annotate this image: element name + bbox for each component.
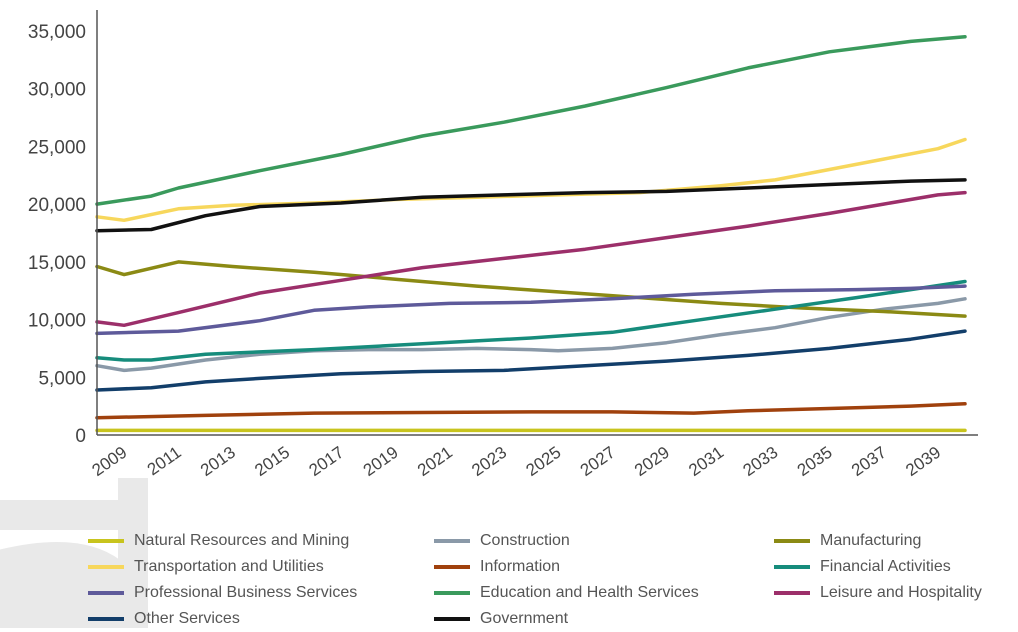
legend-swatch <box>434 617 470 621</box>
y-tick-label: 15,000 <box>28 253 86 274</box>
y-tick-label: 30,000 <box>28 80 86 101</box>
series-line-construction <box>95 297 967 373</box>
legend-label: Other Services <box>134 610 240 627</box>
x-tick-label: 2021 <box>414 443 456 480</box>
series-line-other-services <box>95 329 967 392</box>
y-tick-label: 25,000 <box>28 137 86 158</box>
legend-swatch <box>88 565 124 569</box>
legend-label: Professional Business Services <box>134 584 358 601</box>
legend-swatch <box>774 591 810 595</box>
x-tick-label: 2013 <box>197 443 239 480</box>
x-axis-ticks: 2009 2011 2013 2015 2017 2019 2021 2023 2025 2027… <box>89 443 945 480</box>
legend-swatch <box>434 565 470 569</box>
legend-item: Manufacturing <box>774 528 921 554</box>
legend-label: Manufacturing <box>820 532 922 549</box>
x-tick-label: 2029 <box>631 443 673 480</box>
y-tick-label: 5,000 <box>38 368 86 389</box>
legend-label: Construction <box>480 532 570 549</box>
x-tick-label: 2025 <box>523 443 565 480</box>
legend-swatch <box>774 539 810 543</box>
series-lines <box>95 35 967 433</box>
legend-label: Leisure and Hospitality <box>820 584 982 601</box>
x-tick-label: 2037 <box>848 443 890 480</box>
line-chart: 0 5,000 10,000 15,000 20,000 25,000 30,000 35,0… <box>28 10 978 480</box>
x-tick-label: 2031 <box>685 443 727 480</box>
legend-label: Financial Activities <box>820 558 951 575</box>
legend-label: Natural Resources and Mining <box>134 532 350 549</box>
legend-item: Other Services <box>88 606 240 632</box>
legend-swatch <box>774 565 810 569</box>
y-tick-label: 0 <box>75 426 86 447</box>
series-line-manufacturing <box>95 260 967 318</box>
y-tick-label: 35,000 <box>28 22 86 43</box>
legend-swatch <box>434 591 470 595</box>
legend-swatch <box>88 539 124 543</box>
series-line-information <box>95 402 967 420</box>
x-tick-label: 2035 <box>794 443 836 480</box>
legend-item: Professional Business Services <box>88 580 357 606</box>
legend-item: Education and Health Services <box>434 580 699 606</box>
series-line-government <box>95 178 967 233</box>
legend-label: Education and Health Services <box>480 584 699 601</box>
legend-swatch <box>88 591 124 595</box>
legend-item: Government <box>434 606 568 632</box>
x-tick-label: 2023 <box>468 443 510 480</box>
x-tick-label: 2019 <box>360 443 402 480</box>
legend-item: Natural Resources and Mining <box>88 528 349 554</box>
legend-label: Information <box>480 558 561 575</box>
legend-label: Government <box>480 610 569 627</box>
series-line-transportation-and-utilities <box>95 137 967 223</box>
series-line-professional-business-services <box>95 284 967 336</box>
legend-swatch <box>434 539 470 543</box>
legend-item: Financial Activities <box>774 554 951 580</box>
legend-item: Leisure and Hospitality <box>774 580 982 606</box>
x-tick-label: 2015 <box>251 443 293 480</box>
legend-swatch <box>88 617 124 621</box>
legend-item: Transportation and Utilities <box>88 554 324 580</box>
watermark-logo-icon <box>0 478 148 628</box>
series-line-financial-activities <box>95 279 967 362</box>
series-line-education-and-health-services <box>95 35 967 206</box>
x-tick-label: 2033 <box>740 443 782 480</box>
y-axis-ticks: 0 5,000 10,000 15,000 20,000 25,000 30,000 35,0… <box>28 22 86 447</box>
y-tick-label: 10,000 <box>28 311 86 332</box>
y-tick-label: 20,000 <box>28 195 86 216</box>
legend-label: Transportation and Utilities <box>134 558 324 575</box>
legend-item: Construction <box>434 528 570 554</box>
x-tick-label: 2017 <box>306 443 348 480</box>
x-tick-label: 2027 <box>577 443 619 480</box>
series-line-leisure-and-hospitality <box>95 190 967 328</box>
x-tick-label: 2039 <box>902 443 944 480</box>
legend-item: Information <box>434 554 560 580</box>
